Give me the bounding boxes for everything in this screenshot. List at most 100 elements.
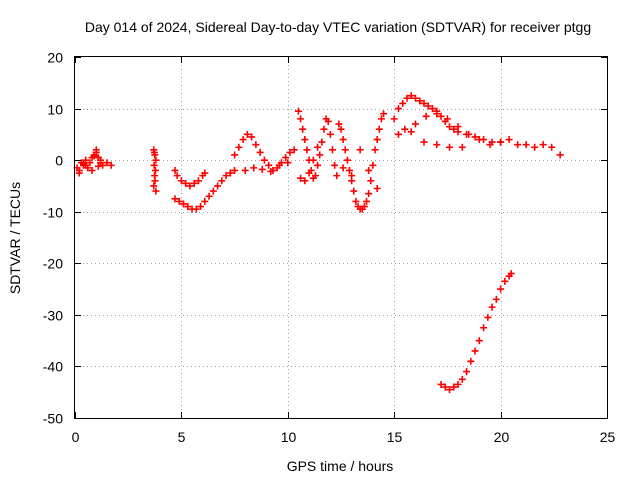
data-point	[446, 123, 454, 131]
y-tick-label: -20	[43, 256, 63, 272]
data-point	[505, 136, 513, 144]
data-point	[226, 169, 234, 177]
tick-labels: 0 5 10 15 20 25 20 10 0 -10 -20 -30 -40 -50	[43, 50, 616, 446]
data-point	[365, 166, 373, 174]
data-point	[324, 117, 332, 125]
data-point	[339, 164, 347, 172]
data-point	[303, 146, 311, 154]
data-point	[241, 166, 249, 174]
x-axis-label: GPS time / hours	[287, 458, 394, 474]
axis-ticks	[75, 57, 608, 419]
y-tick-label: -30	[43, 308, 63, 324]
data-point	[369, 161, 377, 169]
data-point	[301, 136, 309, 144]
data-point	[265, 161, 273, 169]
data-point	[297, 174, 305, 182]
plot-frame	[74, 56, 608, 419]
data-point	[501, 277, 509, 285]
data-point	[465, 130, 473, 138]
data-point	[192, 205, 200, 213]
data-point	[184, 203, 192, 211]
series-pass-5-lower	[171, 166, 239, 213]
data-point	[420, 99, 428, 107]
data-point	[356, 146, 364, 154]
data-point	[260, 156, 268, 164]
series-pass-12-13	[335, 110, 388, 213]
data-point	[467, 357, 475, 365]
data-point	[297, 115, 305, 123]
data-point	[305, 169, 313, 177]
data-point	[99, 161, 107, 169]
data-point	[371, 146, 379, 154]
y-axis-label: SDTVAR / TECUs	[7, 182, 23, 294]
data-point	[486, 141, 494, 149]
data-point	[548, 143, 556, 151]
data-point	[197, 203, 205, 211]
data-point	[373, 136, 381, 144]
data-point	[433, 141, 441, 149]
data-point	[422, 112, 430, 120]
data-point	[514, 141, 522, 149]
data-point	[492, 295, 500, 303]
data-point	[380, 110, 388, 118]
data-point	[286, 148, 294, 156]
data-point	[194, 177, 202, 185]
x-tick-label: 0	[72, 429, 80, 445]
data-point	[250, 164, 258, 172]
data-point	[407, 92, 415, 100]
data-point	[437, 112, 445, 120]
data-point	[335, 120, 343, 128]
data-point	[231, 151, 239, 159]
data-point	[333, 172, 341, 180]
data-point	[107, 161, 115, 169]
data-point	[235, 143, 243, 151]
data-point	[75, 169, 83, 177]
data-point	[275, 161, 283, 169]
series-pass-3.8	[150, 146, 160, 195]
data-point	[331, 161, 339, 169]
x-tick-label: 25	[600, 429, 616, 445]
data-point	[454, 380, 462, 388]
data-point	[209, 187, 217, 195]
data-point	[258, 165, 266, 173]
x-tick-label: 10	[281, 429, 297, 445]
data-point	[377, 115, 385, 123]
data-point	[282, 154, 290, 162]
data-point	[90, 152, 98, 160]
data-point	[403, 94, 411, 102]
data-point	[218, 177, 226, 185]
data-point	[463, 368, 471, 376]
data-point	[443, 115, 451, 123]
data-point	[471, 133, 479, 141]
data-point	[328, 146, 336, 154]
data-point	[88, 166, 96, 174]
data-point	[320, 125, 328, 133]
data-point	[363, 197, 371, 205]
data-point	[151, 177, 159, 185]
data-point	[350, 187, 358, 195]
data-point	[175, 197, 183, 205]
data-point	[290, 146, 298, 154]
data-point	[360, 203, 368, 211]
data-point	[151, 166, 159, 174]
data-point	[454, 123, 462, 131]
data-point	[522, 141, 530, 149]
y-tick-label: 20	[47, 50, 63, 66]
y-tick-label: -10	[43, 205, 63, 221]
data-point	[507, 270, 515, 278]
data-point	[475, 136, 483, 144]
data-point	[182, 179, 190, 187]
data-point	[205, 192, 213, 200]
data-point	[446, 386, 454, 394]
data-point	[152, 156, 160, 164]
data-point	[497, 138, 505, 146]
data-point	[80, 160, 88, 168]
series-pass-15-23	[390, 92, 564, 159]
data-point	[373, 185, 381, 193]
data-point	[301, 177, 309, 185]
data-point	[150, 161, 158, 169]
data-point	[556, 151, 564, 159]
data-point	[416, 97, 424, 105]
series-pass-10-11	[294, 107, 341, 185]
